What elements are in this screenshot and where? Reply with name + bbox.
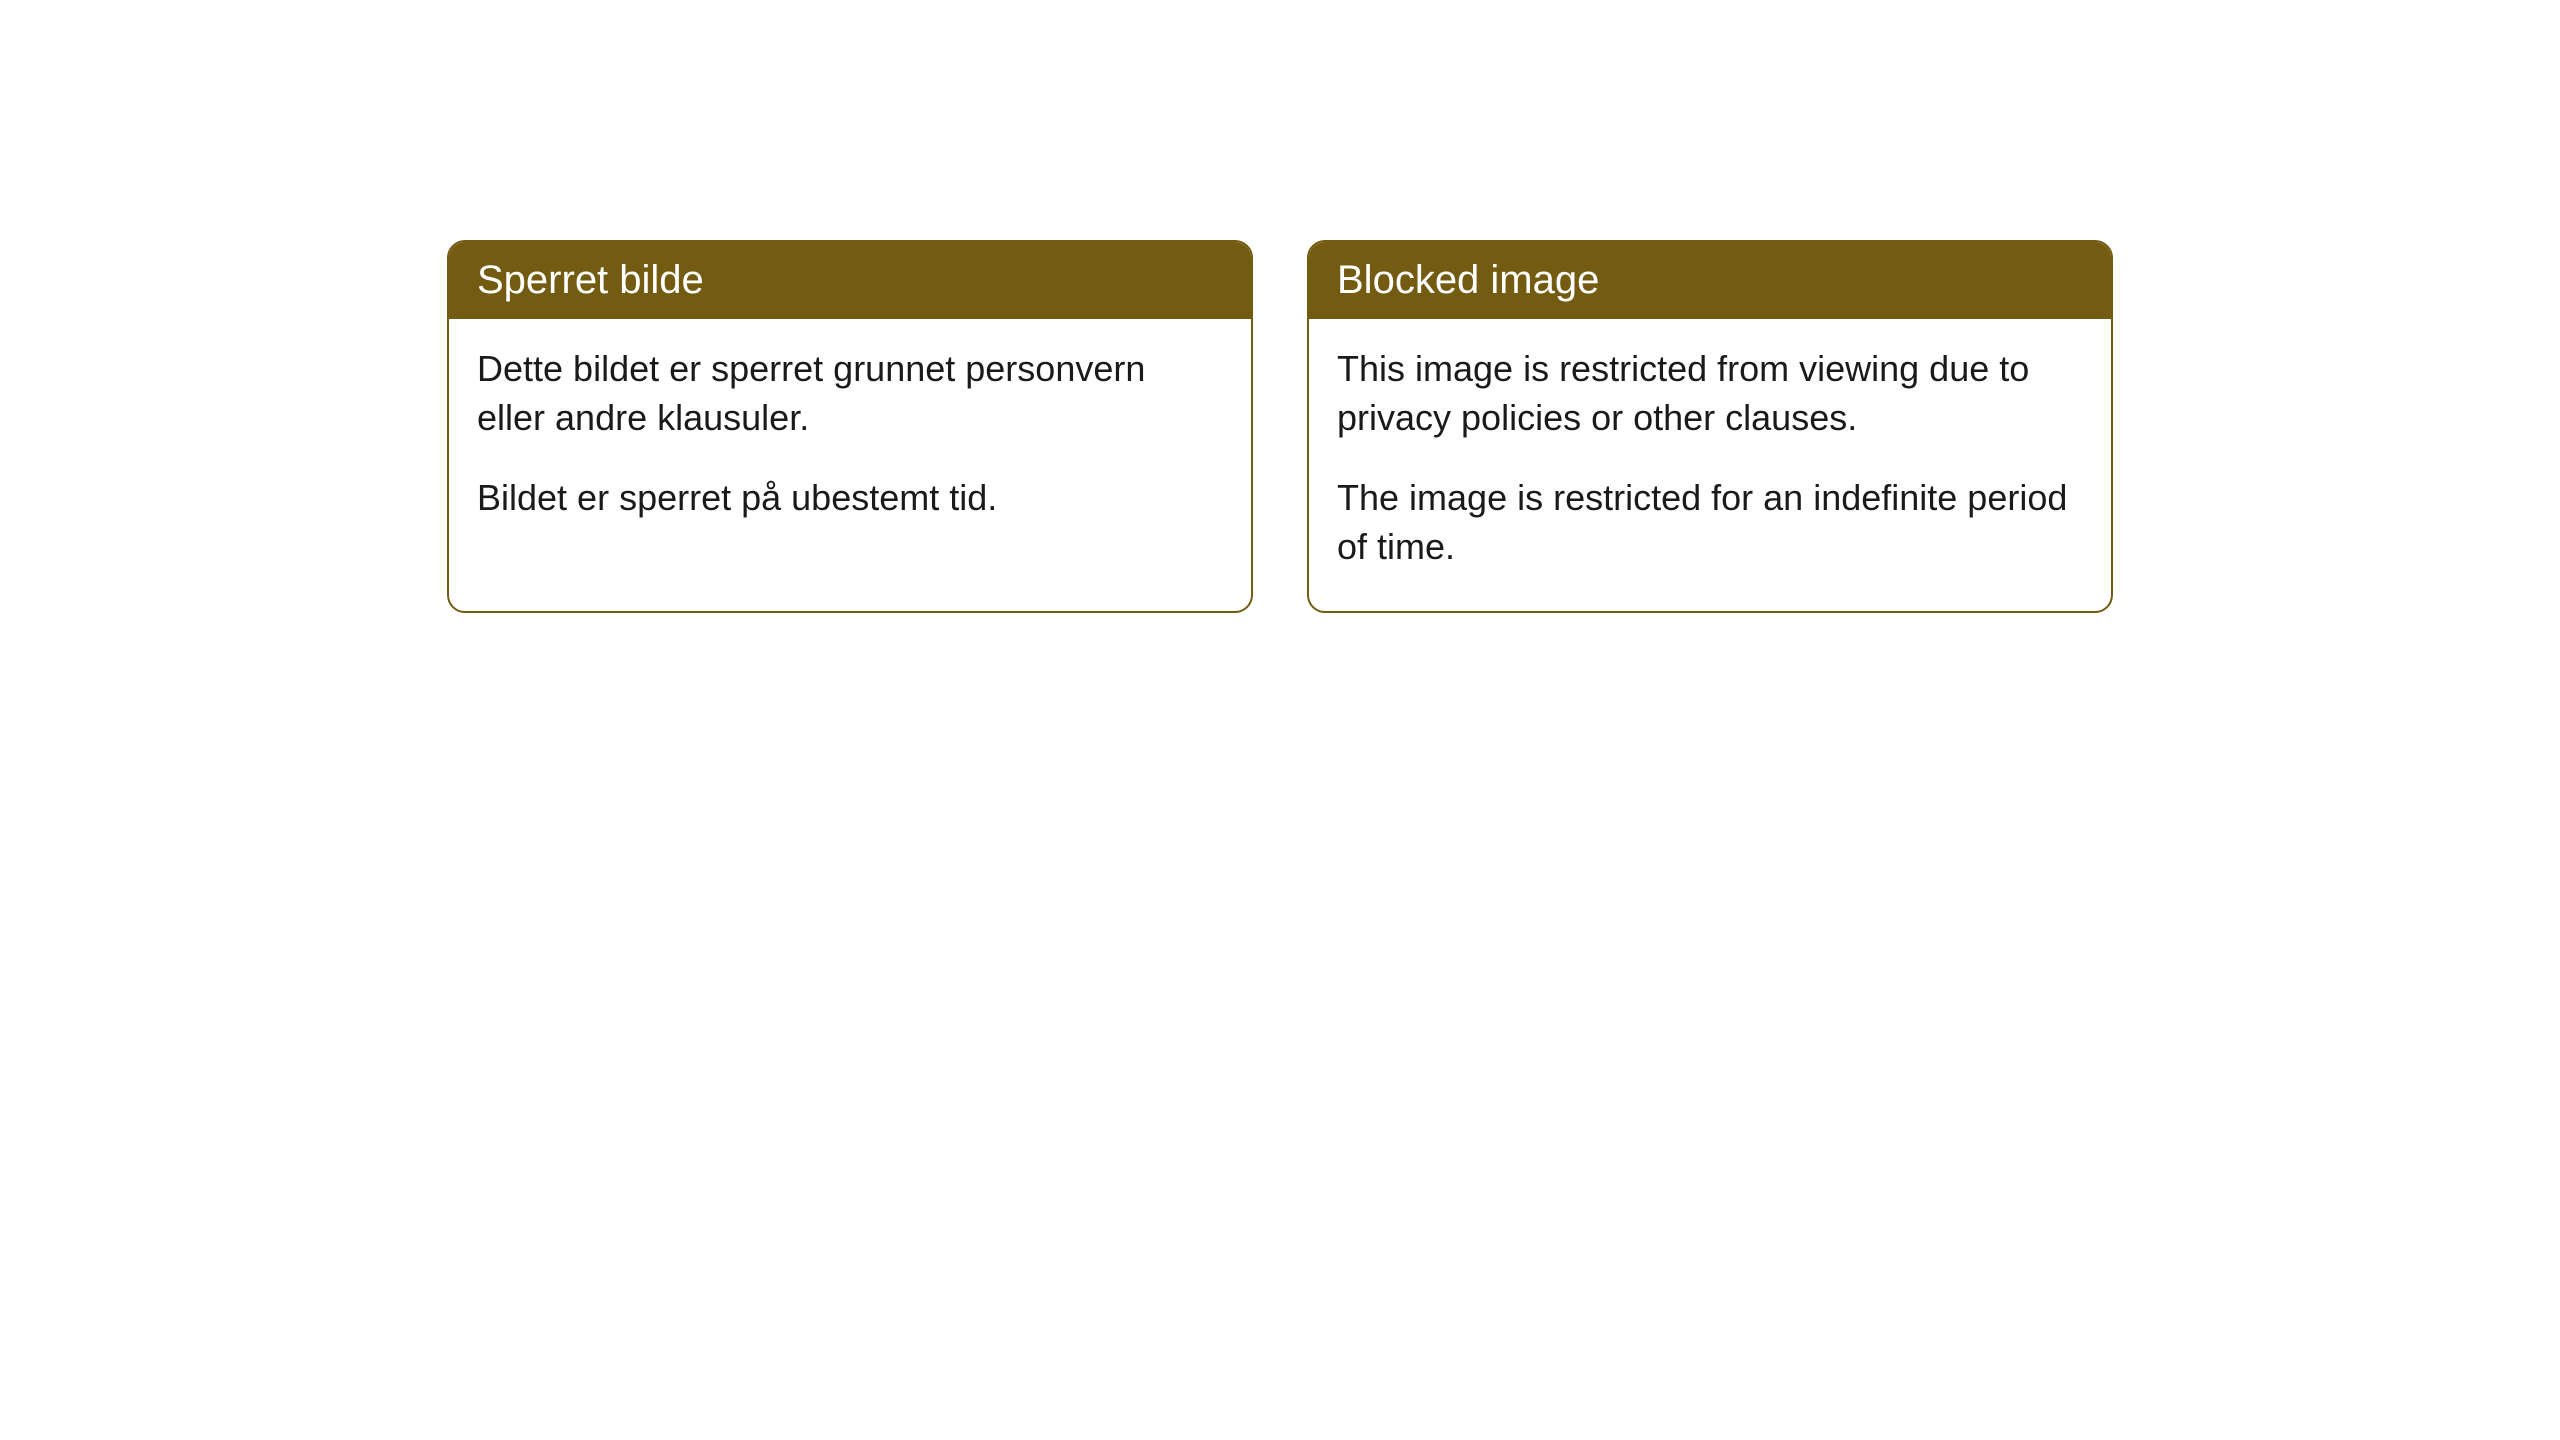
card-header-english: Blocked image [1309, 242, 2111, 319]
card-paragraph: Dette bildet er sperret grunnet personve… [477, 345, 1223, 442]
card-body-english: This image is restricted from viewing du… [1309, 319, 2111, 611]
card-header-norwegian: Sperret bilde [449, 242, 1251, 319]
cards-container: Sperret bilde Dette bildet er sperret gr… [447, 240, 2113, 613]
card-paragraph: Bildet er sperret på ubestemt tid. [477, 474, 1223, 523]
card-english: Blocked image This image is restricted f… [1307, 240, 2113, 613]
card-paragraph: This image is restricted from viewing du… [1337, 345, 2083, 442]
card-paragraph: The image is restricted for an indefinit… [1337, 474, 2083, 571]
card-norwegian: Sperret bilde Dette bildet er sperret gr… [447, 240, 1253, 613]
card-body-norwegian: Dette bildet er sperret grunnet personve… [449, 319, 1251, 563]
